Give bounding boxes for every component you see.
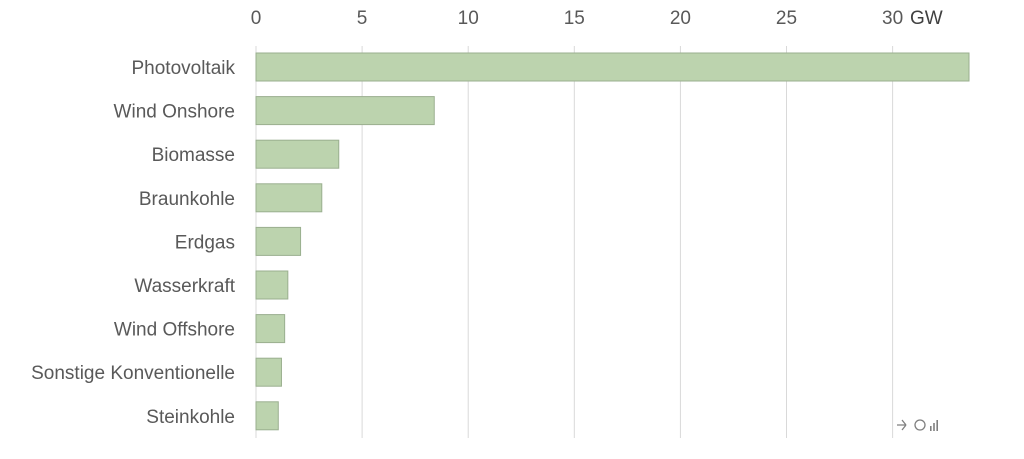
category-label: Wind Onshore	[114, 102, 235, 123]
category-label: Wasserkraft	[134, 276, 235, 297]
energy-charts-logo-icon	[897, 419, 938, 431]
x-tick-label: 20	[670, 8, 691, 29]
category-label: Steinkohle	[146, 407, 235, 428]
category-label: Erdgas	[175, 232, 235, 253]
x-axis-unit-label: GW	[910, 8, 943, 29]
category-label: Biomasse	[152, 145, 235, 166]
bar	[255, 139, 340, 169]
x-tick-label: 5	[357, 8, 368, 29]
x-tick-label: 0	[251, 8, 262, 29]
category-label: Photovoltaik	[131, 58, 235, 79]
bars	[255, 52, 970, 431]
bar	[255, 357, 282, 387]
x-axis-ticks: 0 5 10 15 20 25 30	[251, 8, 903, 29]
bar	[255, 183, 323, 213]
bar	[255, 52, 970, 82]
category-label: Wind Offshore	[114, 320, 235, 341]
bar	[255, 96, 435, 126]
x-tick-label: 10	[458, 8, 479, 29]
category-label: Sonstige Konventionelle	[31, 363, 235, 384]
bar	[255, 314, 286, 344]
x-tick-label: 15	[564, 8, 585, 29]
x-tick-label: 30	[882, 8, 903, 29]
bar	[255, 401, 279, 431]
category-labels: Photovoltaik Wind Onshore Biomasse Braunkoh…	[31, 58, 236, 428]
bar	[255, 270, 289, 300]
bar	[255, 226, 302, 256]
category-label: Braunkohle	[139, 189, 235, 210]
x-tick-label: 25	[776, 8, 797, 29]
